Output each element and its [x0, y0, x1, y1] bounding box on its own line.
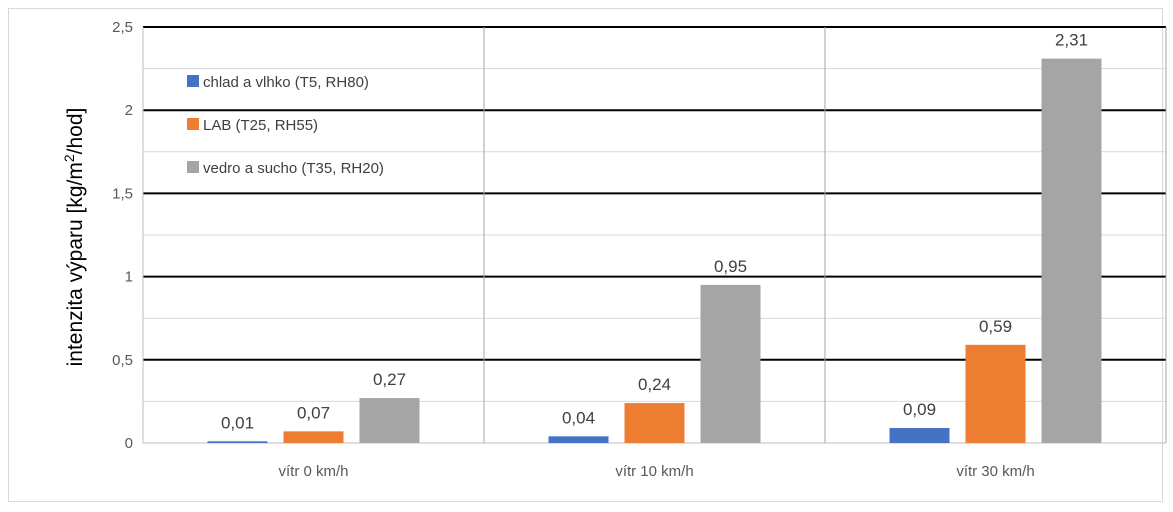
data-label: 0,04 [562, 408, 595, 427]
data-label: 2,31 [1055, 31, 1088, 50]
bar [548, 436, 609, 443]
data-label: 0,95 [714, 257, 747, 276]
y-axis-title-end: /hod] [64, 108, 87, 155]
data-label: 0,09 [903, 400, 936, 419]
x-tick-label: vítr 10 km/h [615, 463, 693, 480]
label-layer: 0,01 0,07 0,27 vítr 0 km/h 0,04 0,24 0,95 vítr … [221, 31, 1088, 480]
y-tick-label: 0,5 [112, 352, 133, 369]
bar [624, 403, 685, 443]
bar [207, 441, 268, 443]
legend-entry: chlad a vlhko (T5, RH80) [203, 74, 369, 91]
legend: chlad a vlhko (T5, RH80) LAB (T25, RH55) v… [187, 74, 384, 177]
bar [283, 431, 344, 443]
y-tick-label: 1 [125, 269, 133, 286]
y-tick-label: 1,5 [112, 185, 133, 202]
data-label: 0,24 [638, 375, 671, 394]
y-axis-title-main: intenzita výparu [kg/m [64, 162, 87, 366]
data-label: 0,27 [373, 370, 406, 389]
x-tick-label: vítr 30 km/h [956, 463, 1034, 480]
y-axis-title: intenzita výparu [kg/m2/hod] [61, 108, 87, 367]
legend-swatch [187, 161, 199, 173]
bar-layer [207, 58, 1102, 444]
bar [1041, 58, 1102, 444]
y-axis-title-superscript: 2 [61, 154, 77, 162]
legend-entry: vedro a sucho (T35, RH20) [203, 160, 384, 177]
data-label: 0,07 [297, 403, 330, 422]
y-tick-label: 0 [125, 435, 133, 452]
legend-swatch [187, 118, 199, 130]
data-label: 0,01 [221, 413, 254, 432]
legend-swatch [187, 75, 199, 87]
data-label: 0,59 [979, 317, 1012, 336]
bar [359, 398, 420, 443]
y-tick-label: 2 [125, 102, 133, 119]
bar [889, 428, 950, 443]
legend-entry: LAB (T25, RH55) [203, 117, 318, 134]
bar [965, 344, 1026, 443]
y-tick-label: 2,5 [112, 19, 133, 36]
x-tick-label: vítr 0 km/h [278, 463, 348, 480]
bar [700, 284, 761, 443]
